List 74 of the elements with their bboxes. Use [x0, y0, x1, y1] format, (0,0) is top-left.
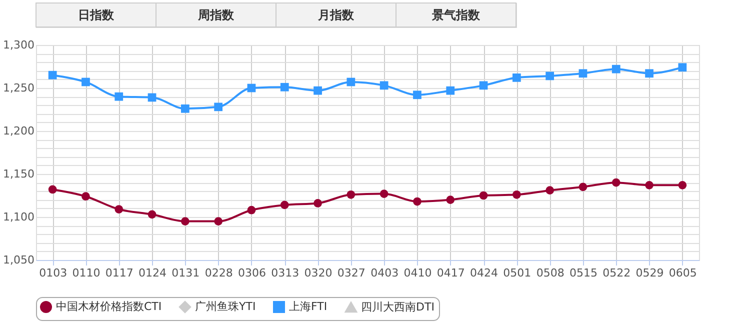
point — [48, 70, 57, 80]
point — [512, 73, 521, 82]
point — [678, 63, 687, 72]
point — [380, 190, 388, 198]
y-tick-label: 1,050 — [3, 254, 34, 266]
y-tick-label: 1,200 — [3, 124, 34, 138]
point — [578, 69, 588, 78]
x-tick-label: 0103 — [39, 266, 68, 280]
point — [546, 72, 554, 80]
point — [247, 84, 256, 92]
x-tick-label: 0515 — [569, 266, 598, 280]
x-tick-label: 0605 — [668, 266, 697, 280]
point — [380, 81, 388, 90]
point — [346, 78, 356, 86]
point — [479, 81, 488, 90]
x-tick-label: 0403 — [370, 266, 399, 280]
x-tick-label: 0110 — [72, 266, 100, 280]
x-tick-label: 0313 — [271, 266, 300, 280]
point — [214, 102, 223, 112]
point — [280, 200, 289, 210]
text: 景气指数 — [431, 8, 481, 22]
y-tick-label: 1,100 — [3, 210, 34, 224]
point — [148, 210, 156, 219]
x-tick-label: 0124 — [138, 266, 167, 280]
x-tick-label: 0327 — [337, 266, 366, 280]
x-tick-label: 0117 — [105, 266, 134, 280]
x-tick-label: 0228 — [204, 266, 233, 280]
point — [645, 69, 654, 78]
text: 周指数 — [197, 8, 235, 22]
point — [413, 90, 422, 100]
point — [413, 197, 422, 206]
point — [645, 181, 654, 190]
point — [314, 86, 322, 95]
y-tick-label: 1,250 — [3, 82, 34, 94]
x-tick-label: 0410 — [404, 266, 432, 280]
legend-label: 上海FTI — [289, 300, 328, 313]
point — [546, 186, 554, 195]
point — [479, 191, 488, 200]
x-tick-label: 0522 — [602, 266, 631, 280]
point — [578, 182, 588, 192]
x-tick-label: 0306 — [238, 266, 266, 280]
x-tick-label: 0320 — [304, 266, 332, 280]
point — [148, 93, 156, 102]
point — [512, 190, 521, 199]
text: 日指数 — [78, 8, 115, 22]
point — [180, 217, 190, 226]
y-tick-label: 1,300 — [3, 38, 34, 52]
x-tick-label: 0131 — [172, 266, 200, 280]
point — [114, 205, 124, 214]
x-tick-label: 0424 — [470, 266, 498, 280]
legend-label: 广州鱼珠YTI — [195, 300, 256, 313]
point — [82, 78, 90, 86]
point — [48, 185, 57, 194]
point — [612, 178, 620, 187]
x-tick-label: 0508 — [536, 266, 564, 280]
point — [214, 217, 223, 226]
x-tick-label: 0529 — [636, 266, 664, 280]
x-tick-label: 0501 — [503, 266, 532, 280]
legend-label: 四川大西南DTI — [361, 300, 434, 314]
point — [180, 104, 190, 113]
text: 月指数 — [317, 8, 355, 22]
point — [446, 196, 455, 204]
point — [346, 190, 356, 199]
x-tick-label: 0417 — [436, 266, 465, 280]
point — [314, 199, 322, 208]
point — [82, 192, 90, 201]
legend-label: 中国木材价格指数CTI — [56, 300, 162, 313]
point — [612, 64, 620, 74]
point — [247, 206, 256, 214]
y-tick-label: 1,150 — [3, 168, 34, 180]
point — [280, 82, 289, 92]
point — [446, 86, 455, 95]
point — [678, 181, 687, 190]
point — [114, 92, 124, 101]
